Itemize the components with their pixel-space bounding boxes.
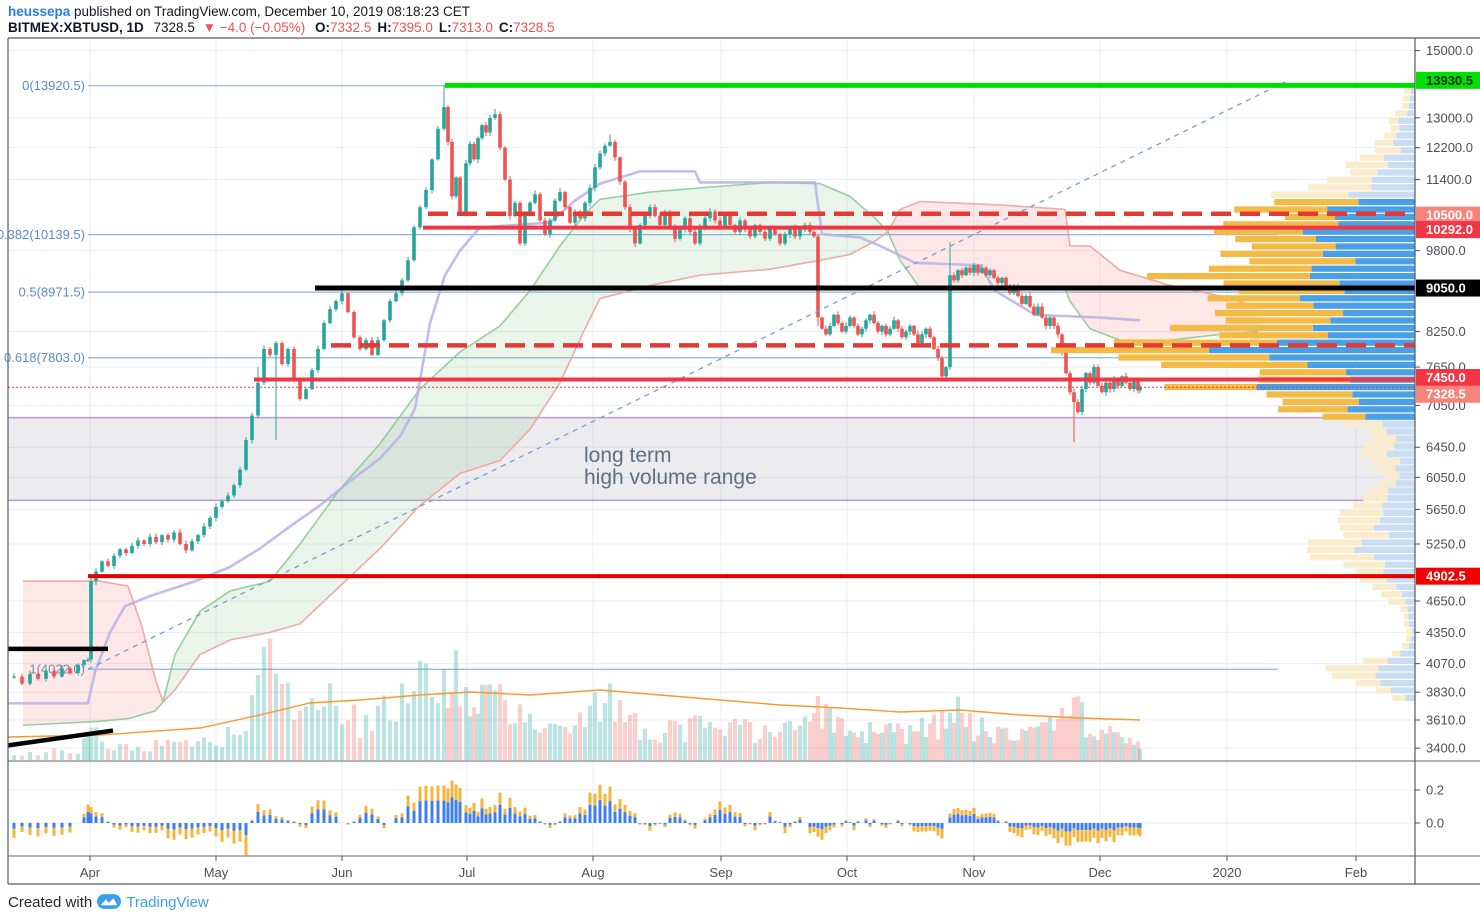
svg-text:7450.0: 7450.0 [1426, 370, 1466, 385]
svg-text:9800.0: 9800.0 [1426, 243, 1466, 258]
svg-text:8250.0: 8250.0 [1426, 324, 1466, 339]
svg-text:13000.0: 13000.0 [1426, 110, 1473, 125]
svg-text:Dec: Dec [1088, 865, 1112, 880]
price-badge: 10292.0 [1416, 221, 1480, 239]
ohlc-value: 7332.5 [330, 20, 372, 35]
svg-text:high volume range: high volume range [584, 466, 757, 489]
svg-text:3830.0: 3830.0 [1426, 685, 1466, 700]
price-badge: 4902.5 [1416, 567, 1480, 585]
svg-text:6050.0: 6050.0 [1426, 470, 1466, 485]
ohlc-key: L: [438, 20, 452, 35]
svg-text:4350.0: 4350.0 [1426, 625, 1466, 640]
price-badge: 7328.5 [1416, 385, 1480, 403]
svg-text:12200.0: 12200.0 [1426, 140, 1473, 155]
volume-ma-line [8, 689, 1141, 738]
chart-footer: Created with TradingView [8, 893, 209, 912]
svg-text:0.0: 0.0 [1426, 816, 1444, 831]
volume-bars [8, 638, 1143, 760]
svg-text:May: May [204, 865, 229, 880]
svg-text:10500.0: 10500.0 [1426, 208, 1473, 223]
svg-text:4650.0: 4650.0 [1426, 594, 1466, 609]
tradingview-logo-icon [97, 894, 122, 913]
price-scale[interactable]: 15000.0 13000.0 12200.0 11400.0 9800.0 8250.0… [1415, 43, 1480, 831]
svg-text:Jun: Jun [332, 865, 353, 880]
lagging-span-line [8, 170, 1141, 705]
ohlc-key: O: [315, 20, 331, 35]
price-change: ▼ −4.0 (−0.05%) [202, 20, 306, 35]
svg-text:0.618(7803.0): 0.618(7803.0) [4, 350, 85, 365]
svg-text:Nov: Nov [962, 865, 986, 880]
username: heussepa [8, 4, 71, 19]
svg-text:0.5(8971.5): 0.5(8971.5) [19, 285, 86, 300]
ohlc-key: C: [498, 20, 514, 35]
histogram-pane [8, 780, 1415, 856]
ichimoku-cloud [22, 181, 1259, 727]
created-with-label: Created with [8, 894, 93, 911]
svg-text:2020: 2020 [1213, 865, 1242, 880]
svg-text:3400.0: 3400.0 [1426, 741, 1466, 756]
ohlc-value: 7328.5 [513, 20, 555, 35]
svg-text:Oct: Oct [837, 865, 858, 880]
svg-text:5650.0: 5650.0 [1426, 502, 1466, 517]
grid-layer [8, 38, 1415, 856]
symbol-label: BITMEX:XBTUSD, 1D [8, 20, 144, 35]
tradingview-brand-link[interactable]: TradingView [126, 894, 209, 911]
svg-text:Jul: Jul [459, 865, 476, 880]
ohlc-values: O:7332.5 H:7395.0 L:7313.0 C:7328.5 [309, 20, 554, 35]
svg-text:4902.5: 4902.5 [1426, 569, 1466, 584]
high-volume-range-band [8, 416, 1415, 502]
svg-text:9050.0: 9050.0 [1426, 281, 1466, 296]
svg-text:Sep: Sep [709, 865, 732, 880]
candles-layer [12, 85, 1142, 686]
last-price: 7328.5 [153, 20, 195, 35]
svg-text:0.2: 0.2 [1426, 783, 1444, 798]
publish-info: published on TradingView.com, December 1… [70, 4, 471, 19]
svg-text:6450.0: 6450.0 [1426, 440, 1466, 455]
ohlc-value: 7313.0 [451, 20, 493, 35]
ohlc-key: H: [377, 20, 392, 35]
time-scale[interactable]: Apr May Jun Jul Aug Sep Oct Nov Dec 2020 Feb [80, 856, 1367, 880]
chart-header: heussepa published on TradingView.com, D… [8, 4, 554, 36]
svg-text:Apr: Apr [80, 865, 101, 880]
drawing-lines [8, 81, 1415, 748]
svg-text:7328.5: 7328.5 [1426, 387, 1466, 402]
ohlc-value: 7395.0 [391, 20, 433, 35]
svg-text:15000.0: 15000.0 [1426, 43, 1473, 58]
svg-text:0.382(10139.5): 0.382(10139.5) [0, 227, 85, 242]
price-badge: 10500.0 [1416, 206, 1480, 224]
svg-text:13930.5: 13930.5 [1426, 73, 1473, 88]
publish-line: heussepa published on TradingView.com, D… [8, 4, 554, 20]
pane-borders [7, 37, 1480, 885]
svg-text:3610.0: 3610.0 [1426, 713, 1466, 728]
svg-text:Feb: Feb [1345, 865, 1367, 880]
price-badge: 9050.0 [1416, 279, 1480, 297]
svg-text:Aug: Aug [581, 865, 604, 880]
svg-text:4070.0: 4070.0 [1426, 656, 1466, 671]
svg-text:5250.0: 5250.0 [1426, 536, 1466, 551]
svg-text:11400.0: 11400.0 [1426, 172, 1472, 187]
svg-text:0(13920.5): 0(13920.5) [22, 78, 85, 93]
volume-profile [1050, 88, 1415, 701]
price-badge: 7450.0 [1416, 368, 1480, 386]
svg-text:10292.0: 10292.0 [1426, 222, 1473, 237]
price-badge: 13930.5 [1416, 71, 1480, 89]
svg-text:long term: long term [584, 444, 672, 467]
symbol-line: BITMEX:XBTUSD, 1D 7328.5 ▼ −4.0 (−0.05%)… [8, 20, 554, 36]
